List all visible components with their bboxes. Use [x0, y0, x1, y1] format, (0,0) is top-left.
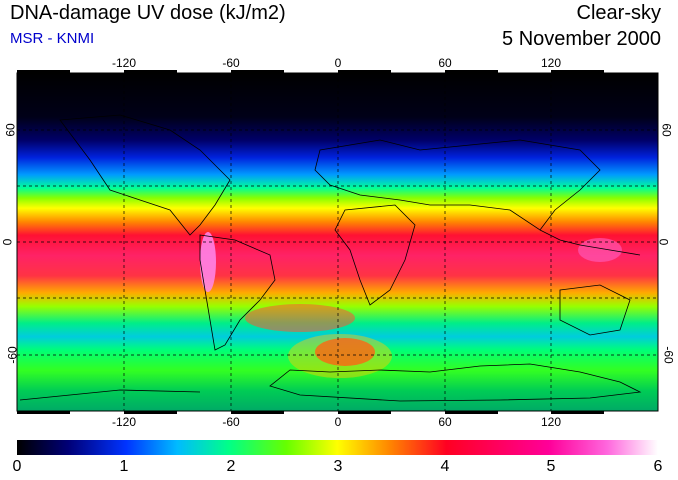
- lat-tick-right: 0: [656, 238, 671, 246]
- ozone-hole-halo: [288, 334, 392, 378]
- lon-tick-top: -120: [111, 56, 137, 70]
- map-frame: [16, 72, 659, 412]
- lon-tick-bottom: 60: [438, 415, 452, 429]
- lon-tick-top: 0: [334, 56, 342, 70]
- lat-tick-right: -60: [661, 346, 676, 364]
- sky-condition: Clear-sky: [576, 2, 661, 24]
- ozone-hole-hotspot: [315, 338, 375, 366]
- lat-tick-left: 60: [3, 123, 18, 137]
- map-date: 5 November 2000: [502, 28, 661, 50]
- colorbar-label: 5: [546, 458, 556, 475]
- colorbar-label: 6: [653, 458, 663, 475]
- lon-tick-bottom: -120: [111, 415, 137, 429]
- lon-tick-bottom: 0: [334, 415, 342, 429]
- lat-tick-left: -60: [5, 346, 20, 364]
- border-ticks: [17, 70, 604, 414]
- graticule: [17, 73, 658, 411]
- colorbar-label: 3: [333, 458, 343, 475]
- colorbar-label: 2: [226, 458, 236, 475]
- map-title: DNA-damage UV dose (kJ/m2): [10, 2, 286, 24]
- colorbar: [17, 440, 658, 455]
- andes-peak: [200, 232, 216, 292]
- lon-tick-bottom: -60: [222, 415, 240, 429]
- lon-tick-top: -60: [222, 56, 240, 70]
- lat-tick-left: 0: [0, 238, 15, 246]
- lon-tick-top: 120: [540, 56, 562, 70]
- lon-tick-bottom: 120: [540, 415, 562, 429]
- colorbar-label: 4: [440, 458, 450, 475]
- colorbar-label: 0: [12, 458, 22, 475]
- lat-tick-right: 60: [659, 123, 674, 137]
- colorbar-label: 1: [119, 458, 129, 475]
- lon-tick-top: 60: [438, 56, 452, 70]
- indonesia-peak: [578, 238, 622, 262]
- source-label: MSR - KNMI: [10, 30, 95, 47]
- south-atlantic-plume: [245, 304, 355, 332]
